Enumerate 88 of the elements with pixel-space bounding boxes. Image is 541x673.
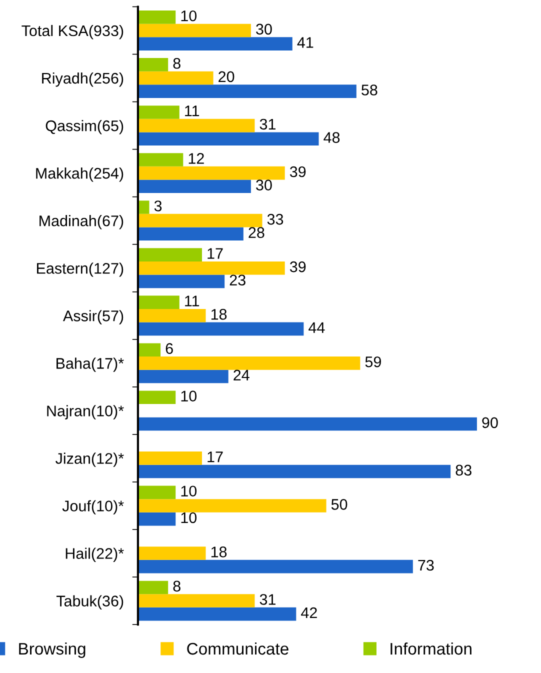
bar: [138, 308, 206, 322]
legend-label: Communicate: [187, 642, 288, 655]
data-label: 31: [260, 594, 276, 605]
bar: [138, 118, 255, 132]
bar: [138, 261, 285, 275]
y-tick-label: Hail(22)*: [66, 548, 124, 562]
data-label: 41: [297, 37, 314, 48]
bar: [138, 560, 413, 574]
bar: [138, 322, 304, 336]
data-label: 44: [308, 322, 325, 333]
bar: [138, 153, 184, 166]
bar: [138, 274, 225, 288]
bar: [138, 227, 244, 241]
bar: [138, 71, 214, 85]
data-label: 12: [188, 153, 204, 164]
data-label: 58: [362, 84, 378, 96]
data-label: 90: [482, 417, 498, 428]
bar: [138, 106, 180, 119]
data-label: 33: [267, 214, 284, 225]
data-label: 50: [331, 499, 348, 510]
legend-label: Information: [390, 642, 472, 655]
bar: [138, 356, 360, 370]
y-tick-label: Jouf(10)*: [62, 500, 124, 514]
bar: [138, 132, 319, 146]
y-tick-label: Baha(17)*: [56, 358, 124, 372]
bar: [138, 417, 477, 431]
data-label: 30: [256, 180, 272, 190]
data-label: 18: [211, 308, 227, 320]
data-label: 73: [418, 560, 434, 571]
data-label: 30: [256, 24, 272, 35]
bar: [138, 464, 451, 478]
bar: [138, 512, 176, 526]
data-label: 6: [166, 343, 173, 354]
y-tick-label: Assir(57): [62, 310, 124, 324]
bar: [138, 84, 356, 98]
data-label: 23: [230, 274, 246, 286]
bar: [138, 180, 251, 194]
bar: [138, 58, 168, 72]
bar: [138, 166, 285, 180]
bar: [138, 200, 150, 214]
data-label: 83: [456, 464, 472, 476]
bar: [138, 37, 292, 50]
data-label: 42: [301, 607, 317, 618]
bar: [138, 10, 176, 24]
data-label: 18: [211, 546, 227, 558]
bar: [138, 343, 161, 357]
data-label: 8: [173, 58, 180, 69]
y-tick-label: Riyadh(256): [42, 72, 124, 87]
bar: [138, 486, 176, 500]
bar: [138, 452, 202, 465]
bar: [138, 248, 202, 262]
y-tick-label: Eastern(127): [37, 262, 124, 277]
data-label: 39: [290, 261, 306, 272]
bar: [138, 390, 176, 404]
data-label: 39: [290, 166, 306, 178]
data-label: 17: [208, 452, 223, 462]
y-tick-label: Madinah(67): [40, 215, 124, 230]
bar: [138, 214, 262, 228]
data-label: 8: [173, 580, 180, 592]
y-tick-label: Tabuk(36): [56, 595, 124, 610]
legend-label: Browsing: [19, 642, 86, 658]
data-label: 11: [185, 296, 200, 306]
data-label: 28: [248, 227, 264, 238]
data-label: 24: [234, 370, 250, 380]
data-label: 31: [260, 118, 276, 130]
bar: [138, 580, 168, 594]
data-label: 48: [324, 132, 340, 143]
bar: [138, 546, 206, 560]
bar: [138, 370, 228, 384]
bar: [138, 296, 180, 309]
data-label: 11: [185, 106, 200, 116]
y-tick-label: Total KSA(933): [22, 24, 124, 40]
data-label: 20: [218, 71, 234, 82]
bar: [138, 24, 251, 38]
y-tick-label: Makkah(254): [36, 168, 124, 182]
y-tick-label: Qassim(65): [46, 120, 124, 134]
data-label: 17: [208, 248, 223, 259]
y-tick-label: Jizan(12)*: [56, 452, 124, 467]
bar: [138, 594, 255, 608]
bar: [138, 607, 296, 621]
bar: [138, 499, 326, 512]
data-label: 10: [181, 512, 197, 524]
data-label: 10: [181, 390, 197, 402]
y-tick-label: Najran(10)*: [47, 405, 124, 420]
data-label: 3: [154, 200, 162, 212]
data-label: 59: [365, 356, 381, 368]
data-label: 10: [181, 10, 197, 22]
data-label: 10: [181, 486, 197, 497]
